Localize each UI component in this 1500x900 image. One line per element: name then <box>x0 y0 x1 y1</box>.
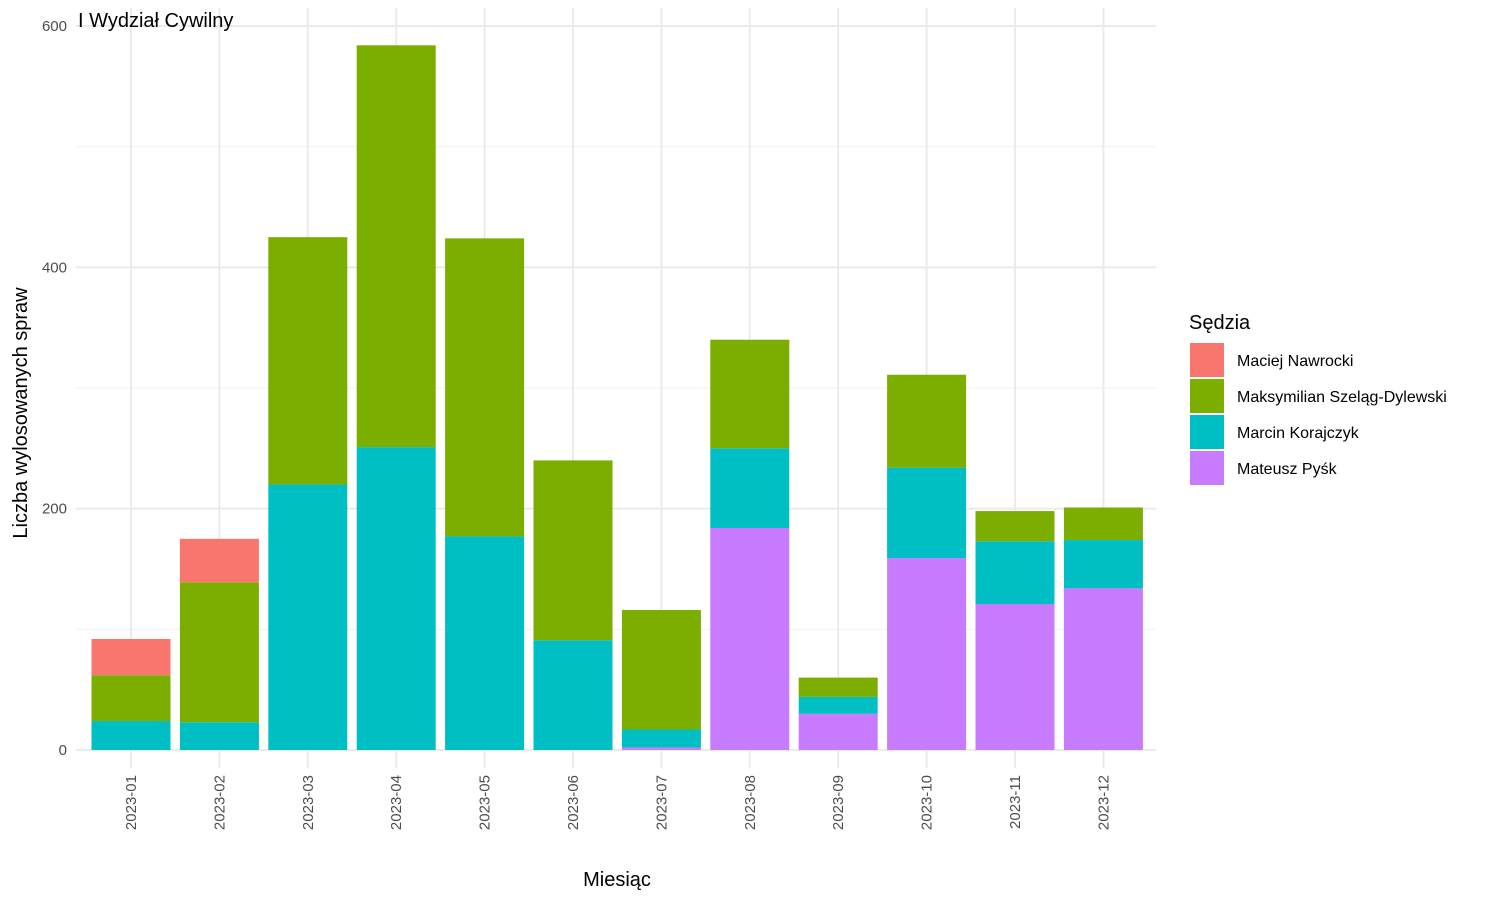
bar-segment <box>445 238 525 537</box>
y-axis-ticks: 0 200 400 600 <box>42 18 67 759</box>
bar-segment <box>91 638 171 676</box>
x-axis-title: Miesiąc <box>583 869 651 891</box>
x-tick-label: 2023-05 <box>477 775 494 830</box>
y-tick-label: 400 <box>42 259 67 276</box>
bar-segment <box>887 558 967 750</box>
legend-key <box>1190 451 1224 485</box>
legend-label: Maksymilian Szeląg-Dylewski <box>1237 389 1447 406</box>
x-tick-label: 2023-06 <box>565 775 582 830</box>
y-tick-label: 0 <box>59 742 67 759</box>
bar-segment <box>179 582 259 723</box>
bar-segment <box>356 447 436 750</box>
bar-segment <box>268 484 348 750</box>
x-tick-label: 2023-09 <box>830 775 847 830</box>
y-tick-label: 200 <box>42 501 67 518</box>
legend-key <box>1190 379 1224 413</box>
legend: Sędzia Maciej Nawrocki Maksymilian Szeląg… <box>1189 312 1447 485</box>
bar-segment <box>621 610 701 730</box>
bar-segment <box>621 747 701 750</box>
chart-title: I Wydział Cywilny <box>78 10 233 32</box>
legend-key <box>1190 343 1224 377</box>
bar-segment <box>1063 588 1143 750</box>
y-axis-title: Liczba wylosowanych spraw <box>10 287 32 539</box>
x-tick-label: 2023-02 <box>211 775 228 830</box>
legend-key <box>1190 415 1224 449</box>
x-tick-label: 2023-07 <box>653 775 670 830</box>
bar-segment <box>1063 540 1143 589</box>
bar-segment <box>91 675 171 722</box>
bar-segment <box>975 603 1055 750</box>
x-tick-label: 2023-11 <box>1007 775 1024 829</box>
x-axis-ticks: 2023-01 2023-02 2023-03 2023-04 2023-05 2023-… <box>123 775 1112 830</box>
x-tick-label: 2023-01 <box>123 775 140 830</box>
legend-label: Maciej Nawrocki <box>1237 353 1353 370</box>
bar-segment <box>798 696 878 714</box>
bar-segment <box>798 713 878 750</box>
bar-segment <box>798 677 878 697</box>
bar-segment <box>710 339 790 449</box>
x-tick-label: 2023-12 <box>1095 775 1112 830</box>
y-tick-label: 600 <box>42 18 67 35</box>
bar-segment <box>975 541 1055 604</box>
bar-segment <box>710 448 790 528</box>
legend-title: Sędzia <box>1189 312 1251 334</box>
bar-segment <box>887 374 967 468</box>
bars <box>91 45 1143 750</box>
bar-segment <box>356 45 436 448</box>
x-tick-label: 2023-08 <box>742 775 759 830</box>
bar-segment <box>1063 507 1143 541</box>
legend-label: Marcin Korajczyk <box>1237 425 1360 442</box>
bar-segment <box>91 721 171 750</box>
x-tick-label: 2023-03 <box>300 775 317 830</box>
bar-segment <box>445 536 525 750</box>
bar-segment <box>179 538 259 583</box>
bar-segment <box>268 237 348 485</box>
legend-label: Mateusz Pyśk <box>1237 461 1338 478</box>
bar-segment <box>179 722 259 750</box>
bar-segment <box>710 527 790 750</box>
bar-segment <box>887 467 967 559</box>
bar-segment <box>621 729 701 748</box>
x-tick-label: 2023-10 <box>919 775 936 830</box>
bar-segment <box>533 460 613 641</box>
x-tick-label: 2023-04 <box>388 775 405 830</box>
bar-segment <box>975 511 1055 542</box>
bar-segment <box>533 640 613 750</box>
